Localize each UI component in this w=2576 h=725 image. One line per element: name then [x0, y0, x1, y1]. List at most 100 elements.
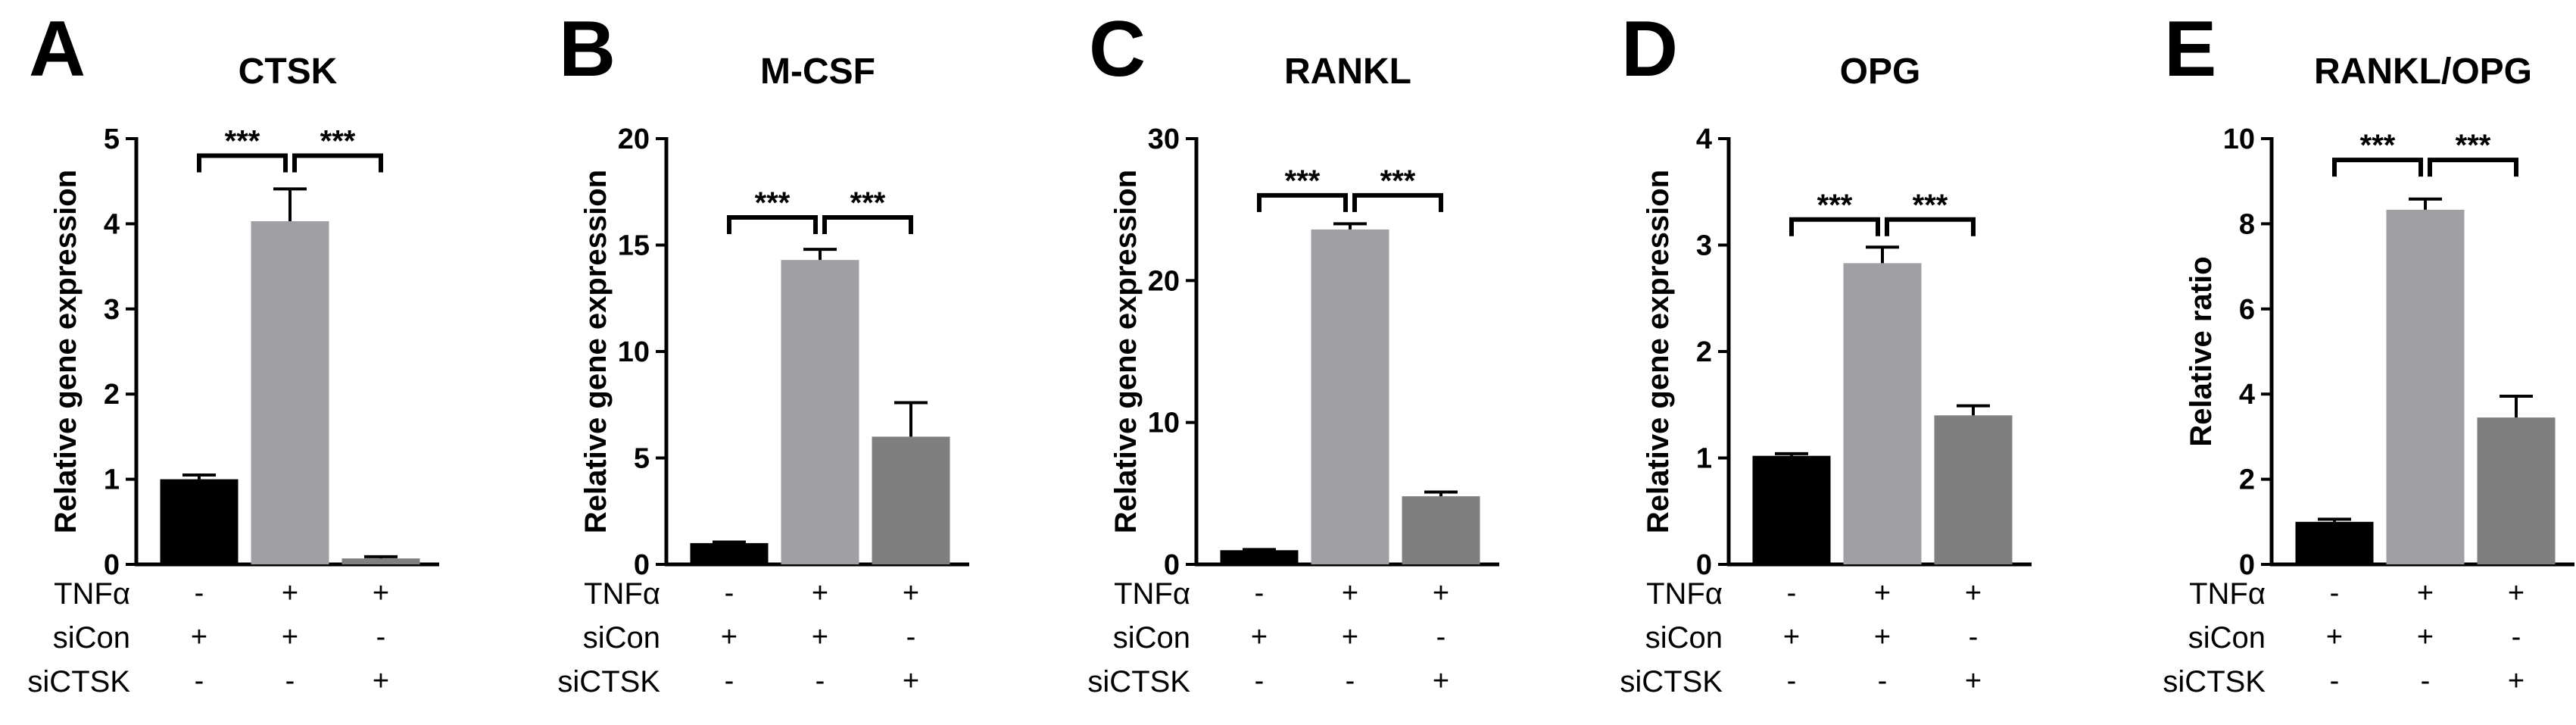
condition-mark: +: [373, 665, 389, 697]
condition-mark: +: [1433, 665, 1449, 697]
y-tick-label: 5: [634, 443, 650, 475]
y-tick-label: 1: [104, 464, 120, 496]
significance-label: ***: [1913, 189, 1948, 222]
condition-mark: -: [1436, 621, 1446, 653]
condition-label: siCon: [1113, 621, 1190, 655]
condition-mark: -: [1969, 621, 1979, 653]
significance-label: ***: [225, 124, 260, 158]
y-tick-label: 5: [104, 123, 120, 155]
bar: [1220, 550, 1299, 564]
bar: [2477, 417, 2556, 564]
condition-mark: -: [1878, 665, 1888, 697]
condition-mark: +: [812, 577, 828, 609]
significance-label: ***: [1285, 164, 1321, 198]
condition-mark: -: [2512, 621, 2521, 653]
y-tick-label: 0: [2239, 549, 2255, 581]
panel-letter: D: [1621, 5, 1678, 93]
condition-mark: +: [2508, 665, 2525, 697]
condition-mark: -: [1255, 577, 1265, 609]
significance-label: ***: [850, 186, 886, 220]
y-tick-label: 15: [618, 230, 650, 262]
y-tick-label: 0: [1164, 549, 1180, 581]
significance-label: ***: [755, 186, 791, 220]
y-tick-label: 2: [104, 379, 120, 411]
panel-letter: A: [29, 5, 86, 93]
condition-mark: +: [812, 621, 828, 653]
condition-mark: +: [1342, 621, 1358, 653]
y-tick-label: 3: [1696, 230, 1712, 262]
y-axis-label: Relative gene expression: [49, 170, 83, 533]
bar: [781, 260, 859, 564]
y-tick-label: 4: [1696, 123, 1712, 155]
bar: [1402, 496, 1480, 564]
condition-label: siCon: [53, 621, 130, 655]
y-axis-label: Relative gene expression: [1109, 170, 1143, 533]
condition-mark: +: [2508, 577, 2525, 609]
y-tick-label: 20: [618, 123, 650, 155]
condition-mark: +: [2417, 621, 2434, 653]
condition-label: siCon: [1645, 621, 1723, 655]
significance-bracket: [1789, 217, 1880, 236]
condition-mark: -: [195, 577, 204, 609]
significance-label: ***: [320, 124, 356, 158]
bar: [160, 479, 239, 564]
chart-title: RANKL/OPG: [2314, 52, 2532, 92]
condition-label: siCTSK: [1087, 665, 1190, 698]
condition-mark: +: [1342, 577, 1358, 609]
y-tick-label: 10: [618, 336, 650, 368]
condition-mark: +: [2417, 577, 2434, 609]
condition-mark: +: [721, 621, 738, 653]
chart-title: CTSK: [239, 52, 338, 92]
significance-bracket: [822, 214, 913, 234]
bar: [1752, 455, 1831, 564]
significance-bracket: [2428, 158, 2518, 177]
condition-mark: +: [373, 577, 389, 609]
condition-mark: +: [1783, 621, 1800, 653]
bar: [1934, 415, 2013, 564]
significance-label: ***: [2360, 129, 2396, 162]
significance-label: ***: [2456, 129, 2491, 162]
condition-mark: +: [191, 621, 207, 653]
condition-label: siCon: [2188, 621, 2266, 655]
y-tick-label: 0: [104, 549, 120, 581]
significance-bracket: [197, 153, 288, 173]
condition-label: siCTSK: [27, 665, 130, 698]
bar: [872, 436, 950, 564]
y-axis-label: Relative gene expression: [1642, 170, 1675, 533]
condition-label: siCon: [583, 621, 660, 655]
condition-mark: -: [2421, 665, 2431, 697]
condition-mark: +: [1874, 577, 1891, 609]
significance-bracket: [727, 214, 818, 234]
condition-mark: +: [282, 621, 298, 653]
y-tick-label: 4: [2239, 379, 2255, 411]
y-tick-label: 2: [1696, 336, 1712, 368]
y-axis-label: Relative gene expression: [579, 170, 613, 533]
condition-label: TNFα: [1114, 577, 1190, 611]
bar: [1843, 263, 1922, 564]
bar: [341, 558, 420, 564]
bar: [2295, 521, 2374, 564]
condition-mark: -: [2330, 665, 2340, 697]
significance-bracket: [292, 153, 383, 173]
y-tick-label: 10: [1148, 408, 1180, 439]
condition-label: siCTSK: [1620, 665, 1723, 698]
condition-mark: -: [725, 577, 734, 609]
condition-mark: -: [1787, 665, 1797, 697]
panel-letter: B: [559, 5, 616, 93]
significance-bracket: [1257, 192, 1348, 212]
condition-mark: +: [903, 577, 919, 609]
y-tick-label: 20: [1148, 265, 1180, 297]
bar: [2386, 209, 2465, 564]
condition-label: TNFα: [54, 577, 130, 611]
condition-label: TNFα: [1646, 577, 1723, 611]
condition-mark: -: [285, 665, 295, 697]
y-tick-label: 4: [104, 208, 120, 240]
condition-mark: -: [725, 665, 734, 697]
condition-mark: -: [1255, 665, 1265, 697]
panel-a: A CTSK Relative gene expression 0 1 2 3 4 5 *** **…: [27, 5, 439, 698]
significance-bracket: [1352, 192, 1443, 212]
bar: [1311, 229, 1389, 564]
condition-mark: +: [2326, 621, 2343, 653]
y-tick-label: 3: [104, 294, 120, 326]
